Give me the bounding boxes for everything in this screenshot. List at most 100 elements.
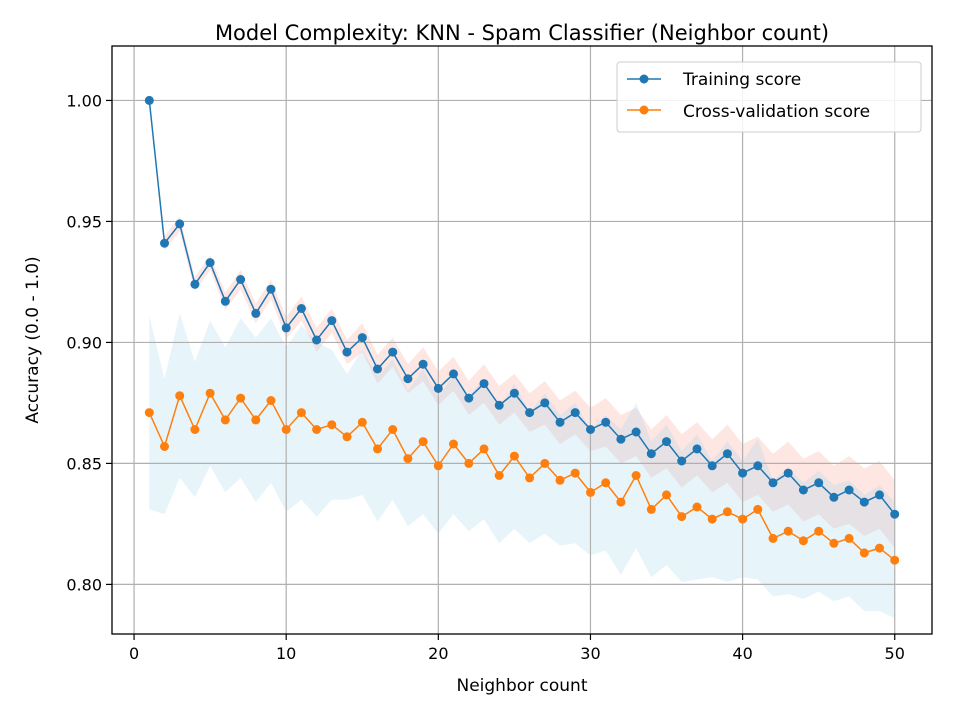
cross-validation-score-point [342, 432, 352, 442]
cross-validation-score-point [433, 461, 443, 471]
y-tick-label: 0.85 [66, 454, 102, 473]
cross-validation-score-point [616, 497, 626, 507]
training-score-point [555, 417, 565, 427]
cross-validation-score-point [783, 526, 793, 536]
x-tick-label: 50 [885, 644, 905, 663]
training-score-point [525, 408, 535, 418]
training-score-point [327, 316, 337, 326]
cross-validation-score-point [677, 512, 687, 522]
training-score-point [312, 335, 322, 345]
cross-validation-score-point [479, 444, 489, 454]
training-score-point [707, 461, 717, 471]
training-score-point [768, 478, 778, 488]
training-score-point [205, 258, 215, 268]
training-score-point [433, 383, 443, 393]
training-score-band [149, 100, 895, 549]
cross-validation-score-point [829, 538, 839, 548]
legend-box [616, 61, 922, 133]
cross-validation-score-point [373, 444, 382, 454]
cross-validation-score-point [540, 458, 550, 468]
y-tick-label: 0.90 [66, 333, 102, 352]
cross-validation-score-point [388, 425, 398, 434]
training-score-point [373, 364, 382, 374]
training-score-point [798, 485, 808, 495]
cross-validation-score-point [753, 504, 763, 514]
x-tick-label: 40 [732, 644, 752, 663]
cross-validation-score-point [586, 487, 595, 497]
training-score-point [859, 497, 869, 507]
training-score-point [783, 468, 793, 478]
cross-validation-score-point [449, 439, 458, 449]
cross-validation-score-point [494, 471, 504, 480]
cross-validation-score-point [296, 408, 306, 418]
cross-validation-score-point [722, 507, 732, 517]
cross-validation-score-point [844, 533, 854, 543]
x-axis-label: Neighbor count [456, 676, 587, 696]
training-score-point [175, 219, 185, 229]
training-score-point [631, 427, 641, 437]
legend-marker-cross-validation [639, 105, 649, 115]
y-tick-label: 0.80 [66, 575, 102, 594]
training-score-point [646, 449, 656, 459]
training-score-point [738, 468, 748, 478]
cross-validation-score-point [601, 478, 611, 488]
cross-validation-score-point [875, 543, 884, 553]
training-score-point [236, 275, 246, 284]
training-score-point [586, 425, 595, 434]
cross-validation-score-point [403, 454, 413, 464]
cross-validation-score-point [692, 502, 702, 512]
x-axis-ticks: 0 10 20 30 40 50 [129, 634, 905, 663]
cross-validation-score-point [357, 417, 367, 427]
training-score-point [844, 485, 854, 495]
training-score-point [281, 323, 291, 333]
cross-validation-score-point [205, 388, 215, 398]
cross-validation-score-point [798, 536, 808, 546]
y-axis-ticks: 0.80 0.85 0.90 0.95 1.00 [66, 91, 112, 594]
training-score-point [616, 434, 626, 444]
cross-validation-score-point [509, 451, 519, 461]
cross-validation-score-point [312, 425, 322, 434]
training-score-point [662, 437, 671, 447]
chart-title: Model Complexity: KNN - Spam Classifier … [215, 21, 829, 45]
y-tick-label: 1.00 [66, 91, 102, 110]
training-score-point [692, 444, 702, 454]
cross-validation-score-point [418, 437, 428, 447]
training-score-point [449, 369, 458, 379]
cross-validation-score-point [327, 420, 337, 430]
cross-validation-score-point [890, 555, 900, 565]
training-score-point [890, 509, 900, 519]
grid [112, 46, 932, 634]
training-score-point [829, 492, 839, 502]
training-score-point [479, 379, 489, 389]
training-score-point [220, 296, 230, 306]
training-score-point [418, 359, 428, 369]
cross-validation-score-point [738, 514, 748, 524]
cross-validation-score-point [236, 393, 246, 403]
data-points [144, 95, 900, 565]
cross-validation-score-point [525, 473, 535, 483]
training-score-point [494, 400, 504, 410]
cross-validation-score-point [464, 458, 474, 468]
cross-validation-score-point [631, 471, 641, 480]
training-score-point [144, 95, 154, 105]
training-score-point [388, 347, 398, 357]
training-score-point [342, 347, 352, 357]
plot-frame [111, 45, 933, 635]
training-score-point [464, 393, 474, 403]
legend-label-training: Training score [682, 70, 801, 90]
cross-validation-score-point [266, 396, 276, 405]
training-score-point [875, 490, 884, 500]
training-score-point [251, 308, 261, 318]
cross-validation-score-point [175, 391, 185, 401]
cross-validation-score-point [662, 490, 671, 500]
x-tick-label: 10 [276, 644, 296, 663]
x-tick-label: 30 [580, 644, 600, 663]
cross-validation-score-point [814, 526, 824, 536]
cross-validation-score-point [707, 514, 717, 524]
training-score-point [601, 417, 611, 427]
cross-validation-score-point [555, 475, 565, 485]
x-tick-label: 0 [129, 644, 139, 663]
training-score-point [296, 304, 306, 313]
training-score-point [266, 284, 276, 294]
legend: Training score Cross-validation score [616, 61, 922, 133]
